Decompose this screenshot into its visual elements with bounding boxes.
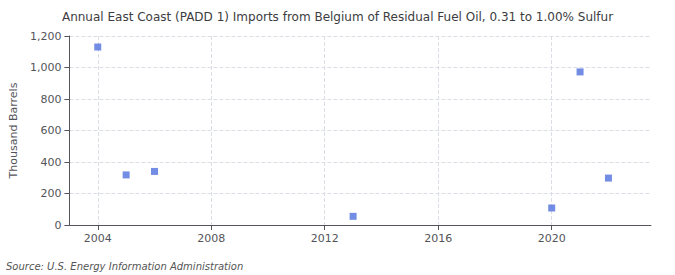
- svg-text:2012: 2012: [311, 232, 339, 245]
- svg-text:1,200: 1,200: [30, 30, 62, 43]
- svg-text:2016: 2016: [424, 232, 452, 245]
- svg-text:1,000: 1,000: [30, 61, 62, 74]
- svg-text:Thousand Barrels: Thousand Barrels: [7, 82, 20, 179]
- svg-text:2008: 2008: [197, 232, 225, 245]
- svg-text:Source: U.S. Energy Informatio: Source: U.S. Energy Information Administ…: [6, 261, 243, 272]
- svg-text:400: 400: [40, 156, 61, 169]
- svg-text:600: 600: [40, 124, 61, 137]
- svg-text:0: 0: [54, 219, 61, 232]
- svg-text:200: 200: [40, 187, 61, 200]
- svg-text:800: 800: [40, 93, 61, 106]
- svg-text:2004: 2004: [84, 232, 112, 245]
- svg-text:2020: 2020: [538, 232, 566, 245]
- svg-text:Annual East Coast (PADD 1) Imp: Annual East Coast (PADD 1) Imports from …: [62, 10, 613, 24]
